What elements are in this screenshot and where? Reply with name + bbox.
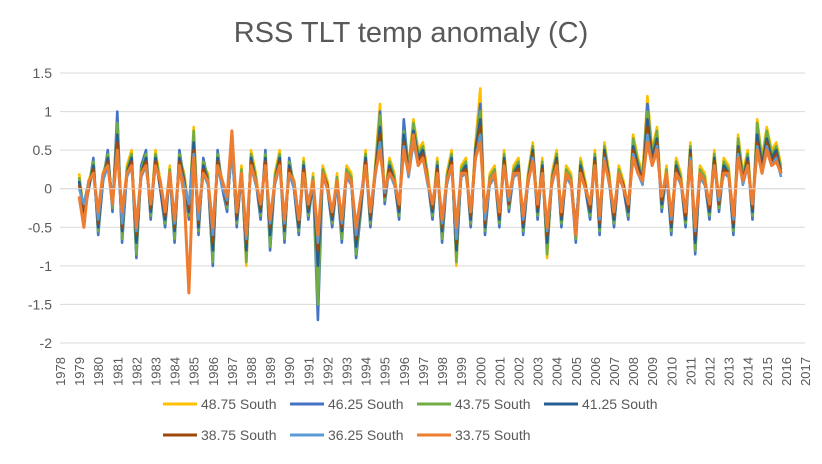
x-tick-label: 2006 (588, 357, 603, 386)
x-tick-label: 1993 (340, 357, 355, 386)
legend-label: 33.75 South (455, 427, 531, 443)
x-tick-label: 2012 (703, 357, 718, 386)
x-tick-label: 1987 (225, 357, 240, 386)
x-tick-label: 2005 (569, 357, 584, 386)
x-tick-label: 2009 (645, 357, 660, 386)
y-tick-label: 1 (44, 104, 52, 120)
legend-label: 41.25 South (582, 396, 658, 412)
x-tick-label: 1992 (320, 357, 335, 386)
x-tick-label: 1996 (397, 357, 412, 386)
legend-entry: 41.25 South (544, 396, 658, 412)
x-tick-label: 2000 (473, 357, 488, 386)
x-tick-label: 2003 (531, 357, 546, 386)
y-axis-tick-labels: 1.5 1 0.5 0 -0.5 -1 -1.5 -2 (28, 65, 52, 351)
legend-label: 48.75 South (201, 396, 277, 412)
series-line-6 (77, 129, 783, 295)
legend-entry: 46.25 South (290, 396, 404, 412)
y-tick-label: -1.5 (28, 296, 52, 312)
x-tick-label: 2002 (512, 357, 527, 386)
x-tick-label: 1999 (454, 357, 469, 386)
x-tick-label: 1981 (110, 357, 125, 386)
y-tick-label: -0.5 (28, 219, 52, 235)
legend-entry: 33.75 South (417, 427, 531, 443)
legend: 48.75 South 46.25 South 43.75 South 41.25 S… (163, 396, 658, 443)
x-tick-label: 2008 (626, 357, 641, 386)
x-tick-label: 1991 (301, 357, 316, 386)
y-tick-label: 0 (44, 181, 52, 197)
x-tick-label: 2010 (664, 357, 679, 386)
x-tick-label: 1986 (206, 357, 221, 386)
y-tick-label: -2 (40, 335, 53, 351)
x-tick-label: 1989 (263, 357, 278, 386)
x-tick-label: 1982 (129, 357, 144, 386)
x-tick-label: 2007 (607, 357, 622, 386)
x-tick-label: 1979 (72, 357, 87, 386)
legend-entry: 48.75 South (163, 396, 277, 412)
x-tick-label: 2015 (760, 357, 775, 386)
x-tick-label: 2011 (683, 357, 698, 385)
legend-entry: 38.75 South (163, 427, 277, 443)
x-tick-label: 1995 (378, 357, 393, 386)
legend-label: 36.25 South (328, 427, 404, 443)
x-tick-label: 1988 (244, 357, 259, 386)
x-tick-label: 1985 (187, 357, 202, 386)
x-tick-label: 1997 (416, 357, 431, 386)
x-tick-label: 1994 (359, 357, 374, 386)
x-tick-label: 1998 (435, 357, 450, 386)
x-tick-label: 1978 (53, 357, 68, 386)
legend-entry: 36.25 South (290, 427, 404, 443)
chart-title: RSS TLT temp anomaly (C) (234, 17, 589, 49)
y-tick-label: -1 (40, 258, 53, 274)
x-tick-label: 2004 (550, 357, 565, 386)
x-tick-label: 1984 (168, 357, 183, 386)
legend-label: 43.75 South (455, 396, 531, 412)
x-tick-label: 2014 (741, 357, 756, 386)
legend-label: 38.75 South (201, 427, 277, 443)
y-tick-label: 0.5 (33, 142, 53, 158)
legend-label: 46.25 South (328, 396, 404, 412)
x-tick-label: 1983 (149, 357, 164, 386)
x-tick-label: 1990 (282, 357, 297, 386)
y-tick-label: 1.5 (33, 65, 53, 81)
x-tick-label: 1980 (91, 357, 106, 386)
x-tick-label: 2013 (722, 357, 737, 386)
x-tick-label: 2001 (492, 357, 507, 386)
legend-entry: 43.75 South (417, 396, 531, 412)
x-tick-label: 2017 (798, 357, 813, 386)
x-axis: 1978 1979 1980 1981 1982 1983 1984 1985 1986 1987… (53, 188, 813, 386)
x-tick-label: 2016 (779, 357, 794, 386)
